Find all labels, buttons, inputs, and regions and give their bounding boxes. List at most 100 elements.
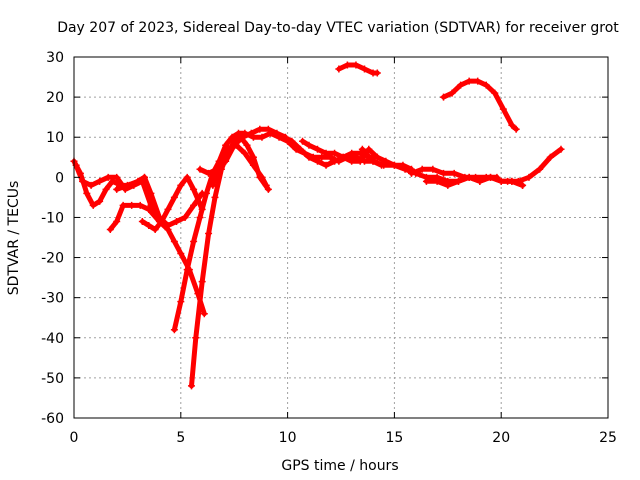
data-point — [256, 173, 264, 181]
data-point — [448, 89, 456, 97]
data-point — [96, 177, 104, 185]
data-point — [356, 149, 364, 157]
data-point — [230, 141, 238, 149]
data-point — [215, 157, 223, 165]
data-point — [222, 157, 230, 165]
data-point — [158, 217, 166, 225]
x-tick-label: 10 — [279, 430, 297, 446]
data-point — [264, 185, 272, 193]
data-point — [335, 65, 343, 73]
data-point — [557, 145, 565, 153]
data-point — [196, 213, 204, 221]
data-point — [173, 217, 181, 225]
data-point — [241, 129, 249, 137]
series-line — [210, 130, 385, 188]
data-point — [138, 217, 146, 225]
data-point — [170, 326, 178, 334]
data-point — [145, 221, 153, 229]
data-point — [305, 153, 313, 161]
series-layer — [70, 61, 565, 390]
plot-frame — [73, 56, 609, 419]
x-tick-label: 15 — [385, 430, 403, 446]
series-arc-17 — [504, 145, 565, 185]
data-point — [198, 278, 206, 286]
data-point — [279, 133, 287, 141]
data-point — [106, 225, 114, 233]
series-arc-4 — [113, 173, 206, 229]
data-point — [190, 185, 198, 193]
series-arc-16 — [440, 77, 520, 133]
data-point — [305, 141, 313, 149]
data-point — [87, 181, 95, 189]
data-point — [119, 201, 127, 209]
data-point — [450, 169, 458, 177]
data-point — [429, 165, 437, 173]
data-point — [343, 61, 351, 69]
series-arc-5 — [138, 173, 206, 233]
data-point — [491, 89, 499, 97]
data-point — [164, 221, 172, 229]
data-point — [205, 229, 213, 237]
data-point — [440, 93, 448, 101]
data-point — [299, 137, 307, 145]
data-point — [134, 177, 142, 185]
data-point — [190, 201, 198, 209]
x-axis-label: GPS time / hours — [281, 458, 398, 474]
data-point — [422, 177, 430, 185]
data-point — [243, 141, 251, 149]
y-tick-label: -10 — [41, 210, 64, 226]
data-point — [170, 193, 178, 201]
data-point — [288, 137, 296, 145]
data-point — [444, 181, 452, 189]
data-point — [482, 81, 490, 89]
data-point — [136, 201, 144, 209]
data-point — [407, 169, 415, 177]
y-tick-label: -50 — [41, 371, 64, 387]
data-point — [476, 177, 484, 185]
data-point — [164, 205, 172, 213]
series-line — [441, 78, 519, 132]
data-point — [200, 310, 208, 318]
data-point — [322, 149, 330, 157]
data-point — [209, 181, 217, 189]
data-point — [358, 145, 366, 153]
data-point — [352, 61, 360, 69]
data-point — [365, 145, 373, 153]
data-point — [145, 205, 153, 213]
data-point — [267, 129, 275, 137]
series-line — [139, 174, 205, 232]
data-point — [202, 189, 210, 197]
data-point — [96, 197, 104, 205]
data-point — [249, 153, 257, 161]
y-tick-label: 10 — [46, 130, 64, 146]
data-point — [177, 250, 185, 258]
data-point — [339, 153, 347, 161]
data-point — [241, 149, 249, 157]
data-point — [296, 145, 304, 153]
data-point — [228, 133, 236, 141]
data-point — [147, 189, 155, 197]
data-point — [497, 177, 505, 185]
data-point — [373, 69, 381, 77]
data-point — [536, 165, 544, 173]
data-point — [318, 153, 326, 161]
grid — [74, 57, 608, 418]
data-point — [183, 266, 191, 274]
x-tick-label: 25 — [599, 430, 617, 446]
data-point — [360, 65, 368, 73]
data-point — [514, 177, 522, 185]
data-point — [183, 173, 191, 181]
data-point — [401, 165, 409, 173]
data-point — [258, 133, 266, 141]
data-point — [499, 105, 507, 113]
data-point — [211, 193, 219, 201]
data-point — [113, 173, 121, 181]
data-point — [504, 177, 512, 185]
data-point — [474, 77, 482, 85]
data-point — [256, 125, 264, 133]
data-point — [457, 81, 465, 89]
data-point — [102, 185, 110, 193]
data-point — [348, 149, 356, 157]
